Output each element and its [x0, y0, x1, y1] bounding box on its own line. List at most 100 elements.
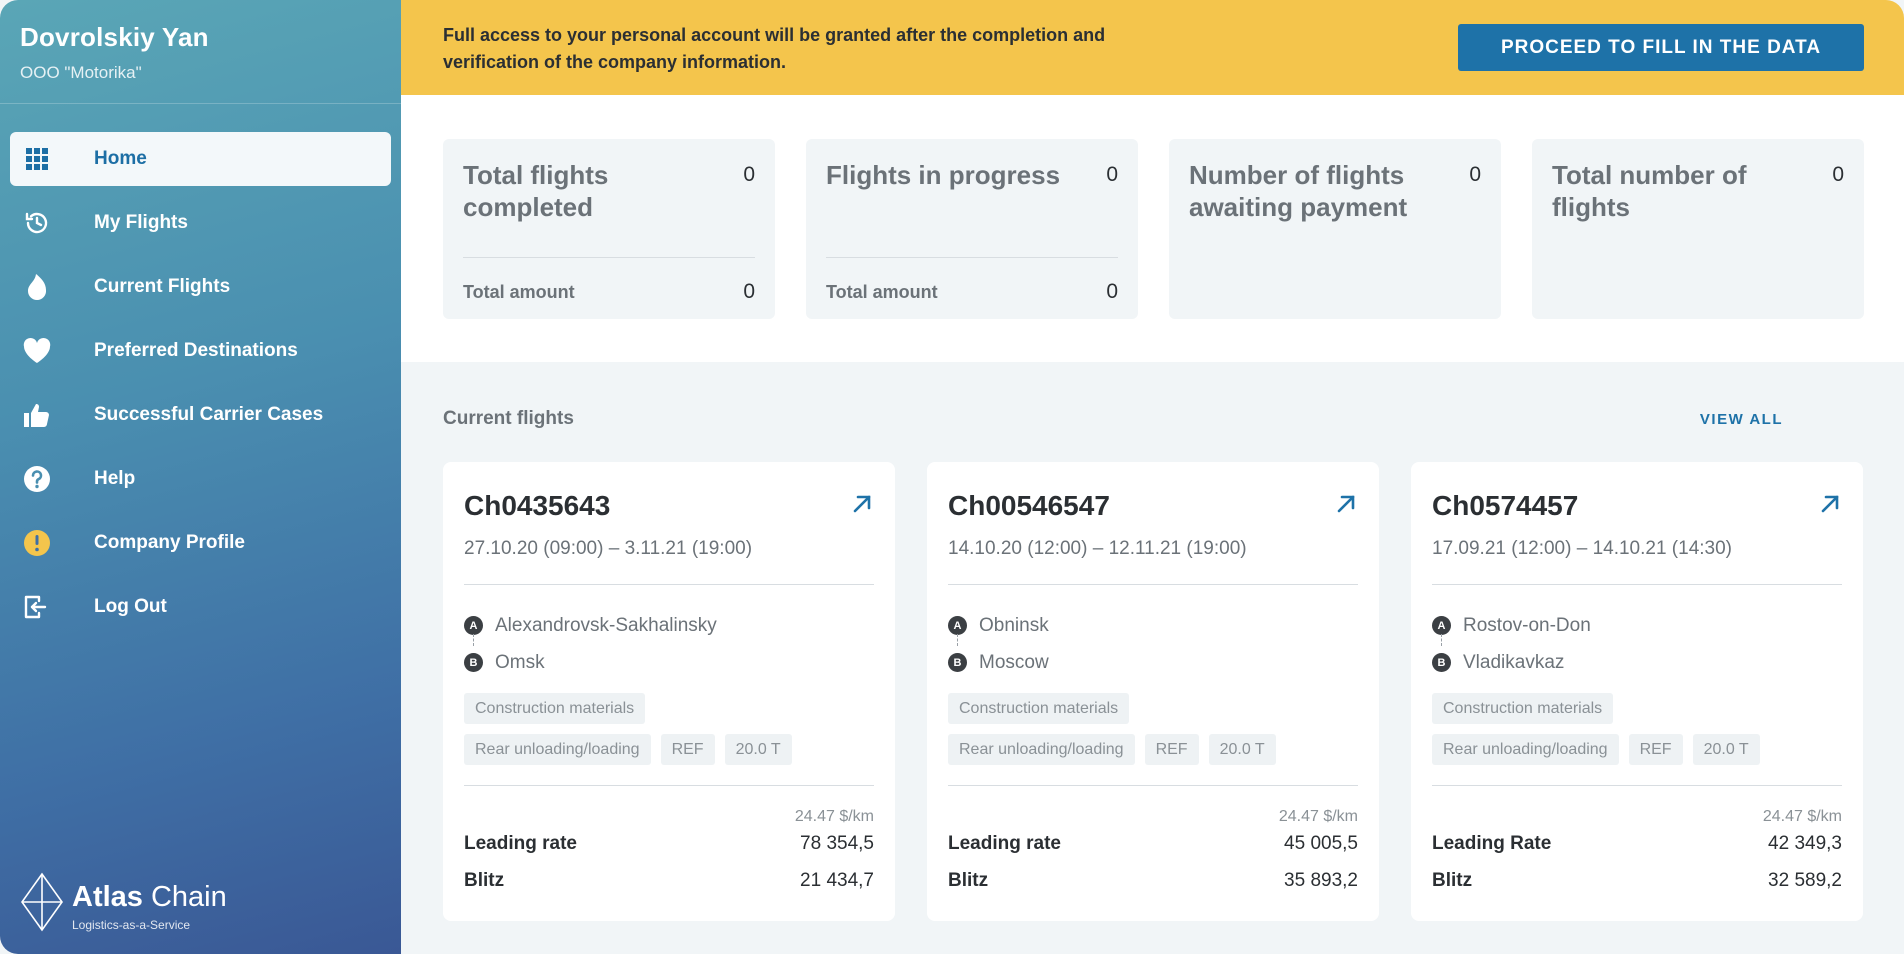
- route-end-marker: B: [948, 653, 967, 672]
- flight-tags: Construction materials Rear unloading/lo…: [464, 693, 874, 765]
- sidebar-item-company-profile[interactable]: Company Profile: [10, 516, 391, 570]
- stats-section: Total flights completed 0 Total amount 0…: [401, 95, 1904, 362]
- route-to: Moscow: [979, 651, 1049, 673]
- blitz-row: Blitz 21 434,7: [464, 867, 874, 895]
- leading-rate-label: Leading Rate: [1432, 833, 1552, 854]
- blitz-value: 21 434,7: [800, 870, 874, 891]
- stat-title: Total number of flights: [1552, 160, 1747, 222]
- flight-id: Ch00546547: [948, 490, 1110, 521]
- stat-footer-value: 0: [1106, 280, 1118, 303]
- flight-dates: 27.10.20 (09:00) – 3.11.21 (19:00): [464, 538, 753, 559]
- section-title: Current flights: [443, 408, 574, 429]
- sidebar-item-label: Current Flights: [94, 276, 231, 297]
- divider: [1432, 584, 1842, 585]
- divider: [1432, 785, 1842, 786]
- atlas-chain-logo: Atlas Chain Logistics-as-a-Service: [18, 872, 227, 932]
- sidebar-item-label: Log Out: [94, 596, 167, 617]
- open-external-arrow-icon[interactable]: [1334, 492, 1358, 516]
- blitz-row: Blitz 32 589,2: [1432, 867, 1842, 895]
- route-end-marker: B: [1432, 653, 1451, 672]
- user-company: OOO "Motorika": [20, 63, 142, 82]
- cargo-tag: Construction materials: [948, 693, 1130, 724]
- leading-rate-row: Leading rate 45 005,5: [948, 830, 1358, 858]
- flight-route: A Rostov-on-Don B Vladikavkaz: [1432, 607, 1842, 681]
- route-start-marker: A: [948, 616, 967, 635]
- sidebar-item-my-flights[interactable]: My Flights: [10, 196, 391, 250]
- sidebar-item-help[interactable]: Help: [10, 452, 391, 506]
- banner-message: Full access to your personal account wil…: [443, 25, 1106, 72]
- route-end-marker: B: [464, 653, 483, 672]
- sidebar-item-home[interactable]: Home: [10, 132, 391, 186]
- stat-footer-label: Total amount: [826, 281, 938, 302]
- sidebar-item-preferred-destinations[interactable]: Preferred Destinations: [10, 324, 391, 378]
- blitz-label: Blitz: [464, 870, 505, 891]
- sidebar-item-label: Successful Carrier Cases: [94, 404, 324, 425]
- atlas-logo-icon: [21, 872, 63, 932]
- route-to: Vladikavkaz: [1463, 651, 1565, 673]
- flight-tags: Construction materials Rear unloading/lo…: [948, 693, 1358, 765]
- weight-tag: 20.0 T: [1692, 734, 1760, 765]
- sidebar-item-current-flights[interactable]: Current Flights: [10, 260, 391, 314]
- stat-card-in-progress: Flights in progress 0 Total amount 0: [806, 139, 1138, 319]
- sidebar-nav: Home My Flights Current Flights: [0, 104, 401, 634]
- open-external-arrow-icon[interactable]: [1818, 492, 1842, 516]
- blitz-value: 32 589,2: [1768, 870, 1842, 891]
- flight-card[interactable]: Ch0574457 17.09.21 (12:00) – 14.10.21 (1…: [1411, 462, 1863, 921]
- sidebar-item-label: My Flights: [94, 212, 188, 233]
- stat-value: 0: [1106, 163, 1118, 186]
- sidebar-item-carrier-cases[interactable]: Successful Carrier Cases: [10, 388, 391, 442]
- body-type-tag: REF: [1144, 734, 1199, 765]
- sidebar-item-label: Help: [94, 468, 136, 489]
- rate-per-km: 24.47 $/km: [1278, 808, 1358, 825]
- divider: [464, 785, 874, 786]
- flight-card[interactable]: Ch00546547 14.10.20 (12:00) – 12.11.21 (…: [927, 462, 1379, 921]
- loading-tag: Rear unloading/loading: [464, 734, 651, 765]
- blitz-label: Blitz: [1432, 870, 1473, 891]
- leading-rate-row: Leading rate 78 354,5: [464, 830, 874, 858]
- user-name: Dovrolskiy Yan: [20, 22, 209, 52]
- leading-rate-label: Leading rate: [464, 833, 577, 854]
- leading-rate-value: 78 354,5: [800, 833, 874, 854]
- flight-dates: 14.10.20 (12:00) – 12.11.21 (19:00): [948, 538, 1247, 559]
- proceed-fill-data-button[interactable]: PROCEED TO FILL IN THE DATA: [1458, 24, 1864, 71]
- flight-route: A Alexandrovsk-Sakhalinsky B Omsk: [464, 607, 874, 681]
- grid-icon: [10, 147, 64, 171]
- route-start-marker: A: [464, 616, 483, 635]
- stat-title: Flights in progress: [826, 160, 1061, 190]
- flight-dates: 17.09.21 (12:00) – 14.10.21 (14:30): [1432, 538, 1733, 559]
- stat-footer-label: Total amount: [463, 281, 575, 302]
- verification-banner: Full access to your personal account wil…: [401, 0, 1904, 95]
- blitz-label: Blitz: [948, 870, 989, 891]
- stat-title: Total flights completed: [463, 160, 609, 222]
- rate-per-km: 24.47 $/km: [794, 808, 874, 825]
- route-start-marker: A: [1432, 616, 1451, 635]
- sidebar-item-label: Preferred Destinations: [94, 340, 298, 361]
- cargo-tag: Construction materials: [1432, 693, 1614, 724]
- stat-card-total-completed: Total flights completed 0 Total amount 0: [443, 139, 775, 319]
- leading-rate-row: Leading Rate 42 349,3: [1432, 830, 1842, 858]
- divider: [948, 785, 1358, 786]
- flight-id: Ch0435643: [464, 490, 611, 521]
- logo-name: Atlas Chain: [72, 881, 227, 913]
- stat-title: Number of flights awaiting payment: [1189, 160, 1408, 222]
- logout-icon: [10, 594, 64, 620]
- stat-value: 0: [1469, 163, 1481, 186]
- open-external-arrow-icon[interactable]: [850, 492, 874, 516]
- stat-card-awaiting-payment: Number of flights awaiting payment 0: [1169, 139, 1501, 319]
- heart-icon: [10, 338, 64, 364]
- warning-icon: [10, 529, 64, 557]
- blitz-row: Blitz 35 893,2: [948, 867, 1358, 895]
- route-to: Omsk: [495, 651, 545, 673]
- weight-tag: 20.0 T: [724, 734, 792, 765]
- view-all-link[interactable]: VIEW ALL: [1699, 410, 1783, 428]
- flight-card[interactable]: Ch0435643 27.10.20 (09:00) – 3.11.21 (19…: [443, 462, 895, 921]
- help-icon: [10, 465, 64, 493]
- sidebar-item-label: Company Profile: [94, 532, 245, 553]
- leading-rate-label: Leading rate: [948, 833, 1061, 854]
- sidebar: Dovrolskiy Yan OOO "Motorika" Home: [0, 0, 401, 954]
- sidebar-item-log-out[interactable]: Log Out: [10, 580, 391, 634]
- loading-tag: Rear unloading/loading: [1432, 734, 1619, 765]
- loading-tag: Rear unloading/loading: [948, 734, 1135, 765]
- stat-value: 0: [743, 163, 755, 186]
